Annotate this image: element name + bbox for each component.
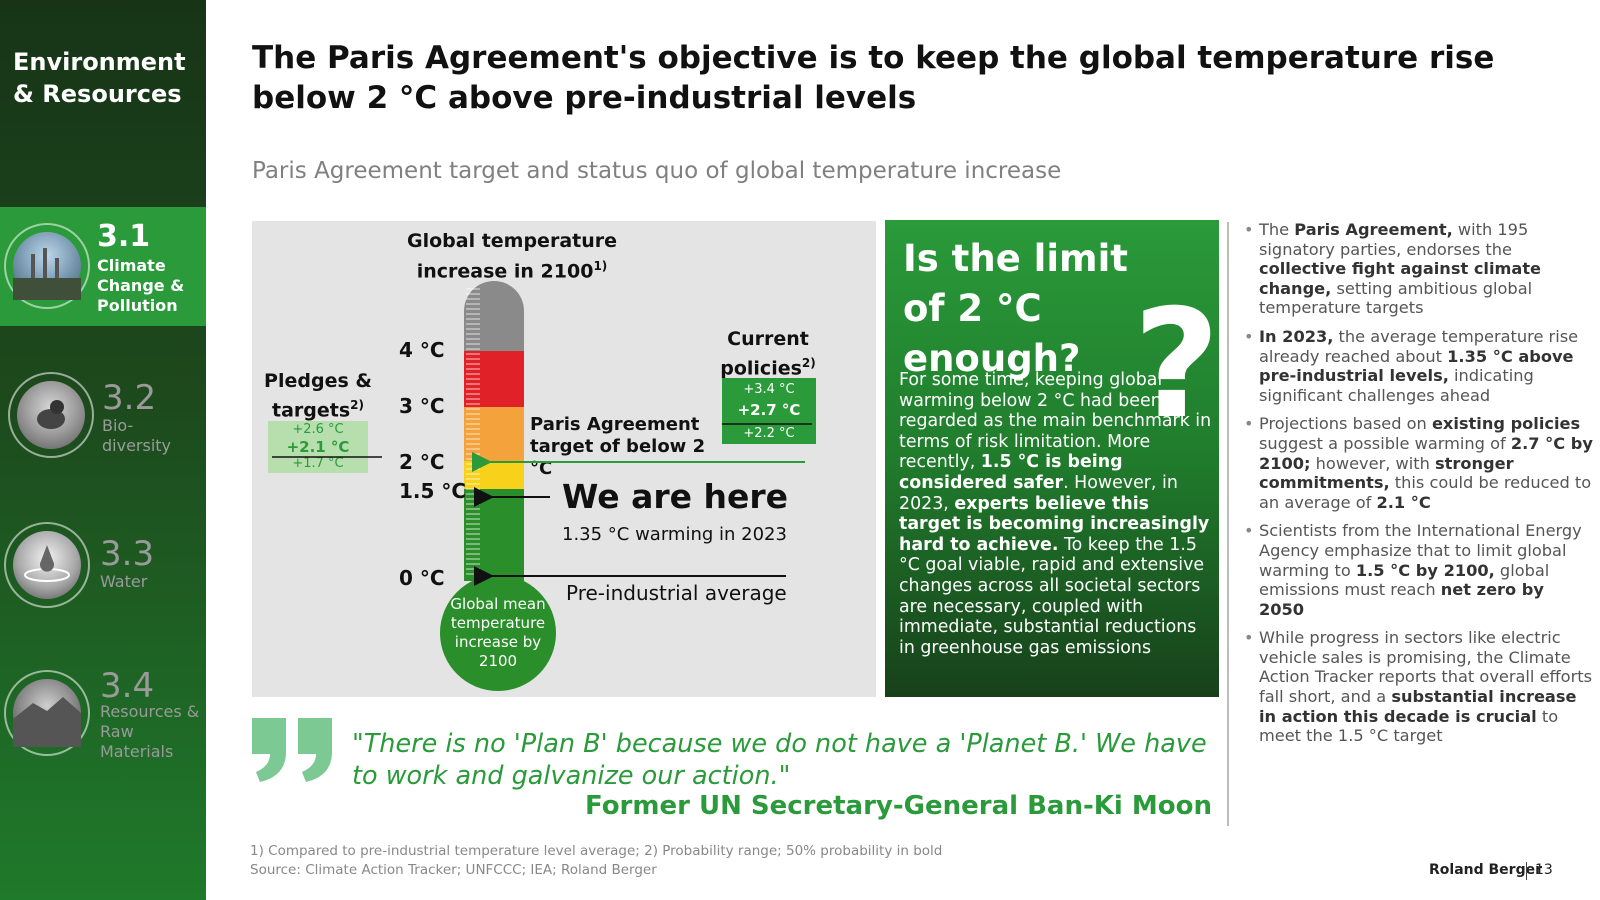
pledges-footnote: 2) (350, 398, 364, 412)
gb-text-part: To keep the 1.5 °C goal viable, rapid an… (899, 534, 1205, 658)
sidebar-item-climate[interactable]: 3.1 Climate Change & Pollution (0, 207, 206, 326)
tick-2c: 2 °C (399, 450, 445, 474)
nav-label: Resources & Raw Materials (100, 702, 200, 761)
question-box-title: Is the limit of 2 °C enough? (903, 237, 1128, 380)
thermometer-bulb: Global mean temperature increase by 2100 (440, 575, 556, 691)
footnote-line: 1) Compared to pre-industrial temperatur… (250, 843, 943, 859)
thermometer-icon (464, 281, 524, 581)
source-line: Source: Climate Action Tracker; UNFCCC; … (250, 862, 657, 878)
nav-number: 3.2 (102, 378, 157, 418)
gb-text-bold: 1.5 °C is being considered safer (899, 452, 1123, 493)
chart-title: Global temperature increase in 21001) (382, 229, 642, 284)
nav-number: 3.4 (100, 666, 155, 706)
pledges-title-text: Pledges & targets (264, 370, 372, 422)
pledges-range-box: +2.6 °C +2.1 °C +1.7 °C (268, 421, 368, 473)
sidebar-item-water[interactable]: 3.3 Water (0, 518, 206, 618)
question-box-text: For some time, keeping global warming be… (899, 370, 1213, 658)
policies-low: +2.2 °C (743, 426, 795, 441)
pledges-high: +2.6 °C (292, 422, 344, 437)
paris-target-label: Paris Agreement target of below 2 °C (530, 414, 706, 479)
tick-4c: 4 °C (399, 338, 445, 362)
we-are-here-label: We are here (562, 477, 789, 516)
pledges-low: +1.7 °C (292, 456, 344, 471)
nav-number: 3.1 (97, 219, 151, 254)
footnote: 1) Compared to pre-industrial temperatur… (250, 842, 942, 880)
warming-2023-label: 1.35 °C warming in 2023 (562, 524, 787, 545)
nav-label: Climate Change & Pollution (97, 256, 185, 315)
gb-text-part: For some time, keeping global warming be… (899, 370, 1212, 473)
page-number: 13 (1526, 862, 1553, 880)
thermometer-yellow (464, 461, 524, 489)
policies-high: +3.4 °C (743, 382, 795, 397)
tick-3c: 3 °C (399, 394, 445, 418)
policies-title-text: Current policies (720, 328, 809, 380)
bird-icon (8, 372, 94, 458)
sidebar-item-biodiversity[interactable]: 3.2 Bio-diversity (0, 366, 206, 466)
tick-0c: 0 °C (399, 566, 445, 590)
quote-icon (252, 718, 332, 782)
bullet-item: In 2023, the average temperature rise al… (1244, 327, 1594, 405)
chart-title-text: Global temperature increase in 2100 (406, 230, 618, 283)
nav-number: 3.3 (100, 534, 155, 574)
quote-text: "There is no 'Plan B' because we do not … (352, 729, 1207, 791)
page-title: The Paris Agreement's objective is to ke… (252, 40, 1495, 116)
quote-author: Former UN Secretary-General Ban-Ki Moon (584, 791, 1212, 821)
policies-range-box: +3.4 °C +2.7 °C +2.2 °C (722, 378, 816, 444)
gb-text-bold: experts believe this target is becoming … (899, 493, 1210, 555)
thermometer-grey (464, 281, 524, 351)
divider (1227, 222, 1229, 826)
question-box: Is the limit of 2 °C enough? ? For some … (885, 220, 1221, 697)
bullet-item: Scientists from the International Energy… (1244, 521, 1594, 619)
bullet-list: The Paris Agreement, with 195 signatory … (1244, 220, 1594, 755)
policies-title: Current policies2) (712, 327, 824, 380)
policies-footnote: 2) (801, 356, 816, 370)
bullet-item: The Paris Agreement, with 195 signatory … (1244, 220, 1594, 318)
tick-1-5c: 1.5 °C (399, 479, 467, 503)
bullet-item: Projections based on existing policies s… (1244, 414, 1594, 512)
pre-industrial-label: Pre-industrial average (566, 581, 787, 605)
sidebar-item-resources[interactable]: 3.4 Resources & Raw Materials (0, 664, 206, 774)
question-mark-icon: ? (1133, 278, 1221, 452)
thermometer-green (464, 489, 524, 581)
pledges-mid: +2.1 °C (286, 438, 350, 456)
pledges-title: Pledges & targets2) (262, 369, 374, 422)
bullet-item: While progress in sectors like electric … (1244, 628, 1594, 746)
chart-title-footnote: 1) (593, 259, 608, 273)
gb-text-part: . However, in 2023, (899, 472, 1178, 514)
sidebar: Environment & Resources 3.1 Climate Chan… (0, 0, 206, 900)
nav-label: Water (100, 572, 148, 591)
nav-label: Bio-diversity (102, 416, 172, 455)
mine-icon (4, 670, 90, 756)
page-subtitle: Paris Agreement target and status quo of… (252, 158, 1062, 184)
water-drop-icon (4, 522, 90, 608)
thermometer-chart: Global temperature increase in 21001) Gl… (252, 221, 876, 697)
brand-logo: Roland Berger (1429, 862, 1542, 878)
policies-mid: +2.7 °C (737, 401, 801, 419)
climate-icon (4, 223, 90, 309)
sidebar-title: Environment & Resources (13, 48, 186, 108)
